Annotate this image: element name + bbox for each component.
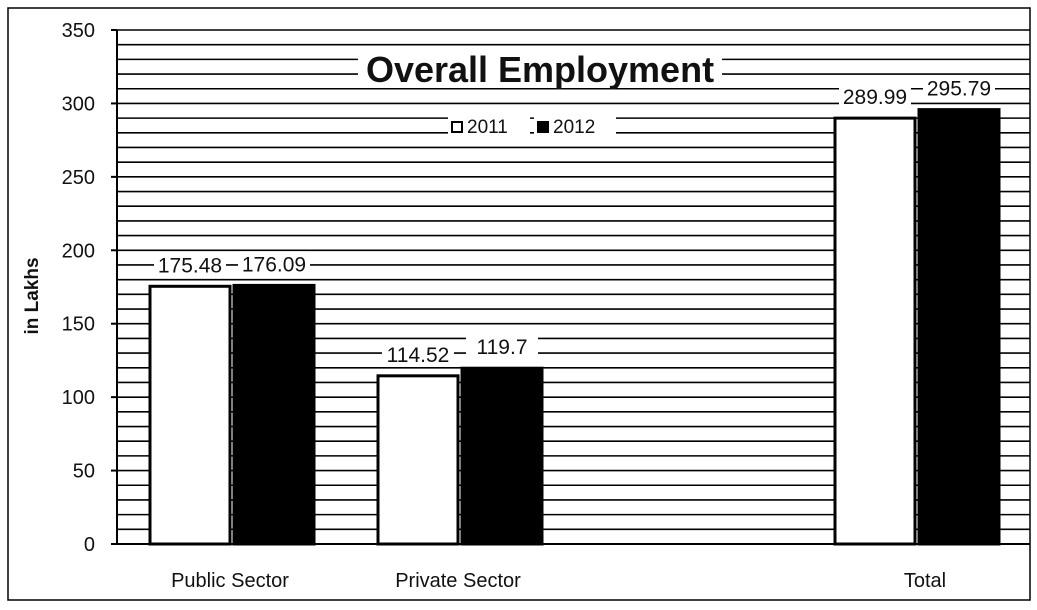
x-tick-label: Total (904, 570, 946, 592)
data-label: 175.48 (158, 254, 222, 277)
chart-title-bg (357, 51, 723, 88)
legend-item-2011: 2011 (448, 115, 530, 139)
data-label-bg (238, 251, 310, 277)
chart-border (7, 7, 1031, 601)
bar-2011-1 (376, 374, 460, 546)
data-label: 119.7 (477, 336, 528, 359)
y-tick-label: 150 (62, 314, 95, 336)
bar-2012-2 (917, 108, 1001, 546)
y-tick-label: 100 (62, 387, 95, 409)
data-label-bg (154, 252, 226, 278)
data-label-bg (382, 341, 454, 367)
y-tick-label: 350 (62, 20, 95, 42)
legend-label: 2011 (467, 117, 508, 138)
chart-title: Overall Employment (366, 49, 714, 90)
legend-item-2012: 2012 (534, 115, 616, 139)
bars (148, 108, 1001, 546)
y-tick-label: 0 (84, 534, 95, 556)
data-label-bg (923, 75, 995, 101)
data-labels: 175.48 176.09 114.52 119.7 289.99 295.79 (154, 75, 995, 367)
axes: 0 50 100 150 200 250 300 350 Public Sector Privat… (62, 20, 1030, 592)
legend-swatch (451, 121, 463, 133)
y-tick-label: 200 (62, 240, 95, 262)
bar-2011-0 (148, 284, 232, 546)
bar-2012-1 (460, 366, 544, 546)
y-tick-label: 50 (73, 461, 95, 483)
x-tick-label: Public Sector (171, 570, 289, 592)
y-axis-title: in Lakhs (22, 257, 43, 334)
y-tick-label: 250 (62, 167, 95, 189)
data-label: 114.52 (387, 344, 450, 367)
data-label-bg (466, 334, 538, 360)
legend: 2011 2012 (448, 115, 616, 139)
bar-2011-2 (833, 116, 917, 546)
y-tick-label: 300 (62, 93, 95, 115)
data-label: 295.79 (927, 78, 991, 101)
data-label-bg (839, 84, 911, 110)
data-label: 176.09 (242, 253, 306, 276)
data-label: 289.99 (843, 86, 907, 109)
legend-swatch (537, 121, 549, 133)
x-tick-label: Private Sector (395, 570, 521, 592)
legend-label: 2012 (553, 117, 595, 138)
bar-2012-0 (232, 283, 316, 546)
